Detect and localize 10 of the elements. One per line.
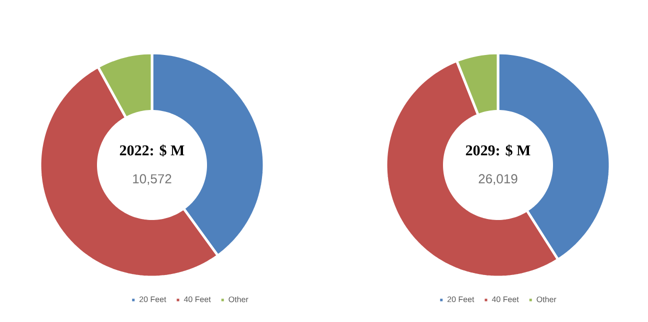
legend-label: 20 Feet [140,296,166,302]
legend-label: Other [536,296,556,302]
legend-label: 40 Feet [184,296,211,302]
text: 10,572 [133,174,172,185]
text: 2022: $ M [120,144,184,156]
text: 2029: $ M [466,144,530,156]
text: 26,019 [478,174,518,185]
legend-label: Other [228,296,248,302]
legend-label: 20 Feet [448,296,474,302]
legend-label: 40 Feet [492,296,519,302]
